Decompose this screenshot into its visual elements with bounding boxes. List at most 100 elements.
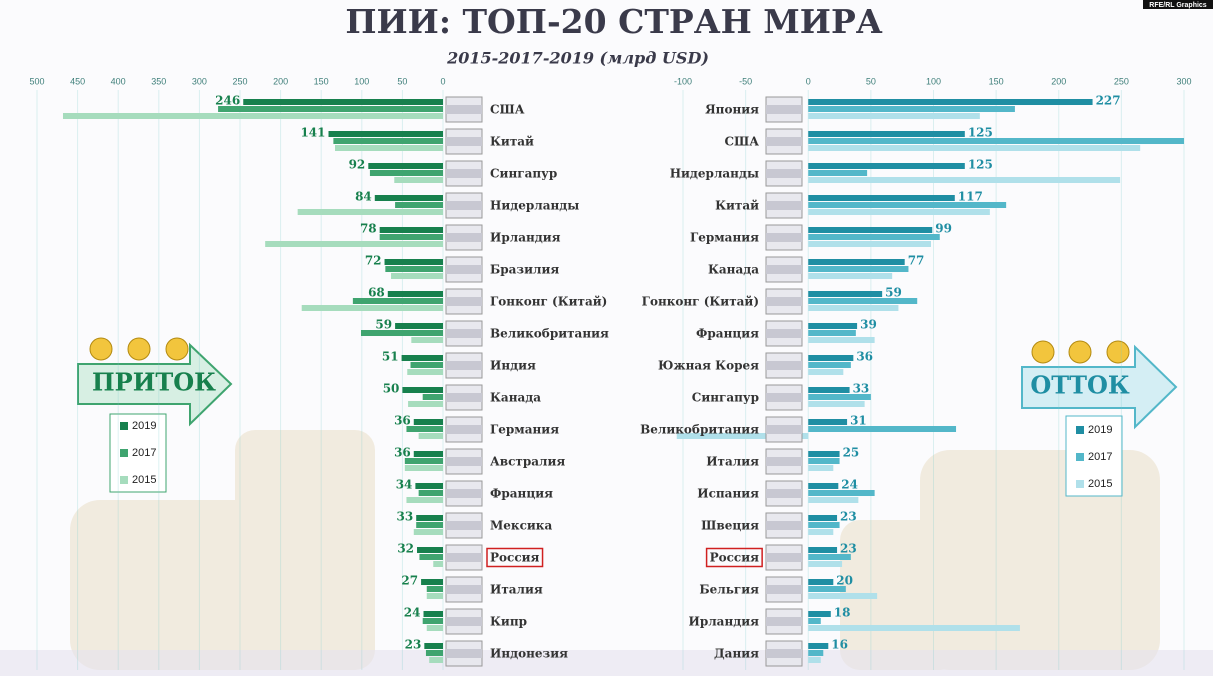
bar (421, 579, 443, 585)
bar (808, 209, 990, 215)
flag-band (446, 521, 482, 530)
flag-band (446, 329, 482, 338)
x-tick-label: -100 (674, 76, 692, 86)
bar (808, 625, 1020, 631)
value-label: 141 (300, 126, 325, 140)
footer-band (0, 650, 1213, 676)
flag-band (766, 201, 802, 210)
value-label: 25 (843, 446, 860, 460)
flag-band (766, 329, 802, 338)
value-label: 117 (958, 190, 983, 204)
x-tick-label: 100 (926, 76, 941, 86)
bar (422, 618, 443, 624)
bar (808, 643, 829, 649)
direction-label: ПРИТОК (92, 368, 216, 397)
bar (808, 273, 893, 279)
country-label: Россия (490, 551, 540, 565)
legend-label: 2017 (132, 447, 156, 459)
flag-band (446, 393, 482, 402)
country-label: Китай (490, 135, 534, 149)
bar (808, 426, 957, 432)
legend-swatch (120, 422, 128, 430)
country-label: Бразилия (490, 263, 559, 277)
country-label: Индонезия (490, 647, 568, 661)
bar (62, 113, 443, 119)
value-label: 77 (908, 254, 925, 268)
bar (301, 305, 443, 311)
flag-band (766, 265, 802, 274)
bar (808, 202, 1007, 208)
flag-band (766, 521, 802, 530)
bar (328, 131, 443, 137)
country-label: Швеция (701, 519, 759, 533)
bar (808, 650, 824, 656)
bar (808, 561, 843, 567)
value-label: 31 (850, 414, 867, 428)
x-tick-label: 0 (806, 76, 811, 86)
coins (89, 337, 1130, 364)
bar (387, 291, 443, 297)
country-label: Австралия (490, 455, 565, 469)
x-tick-label: 0 (440, 76, 445, 86)
bar (433, 561, 443, 567)
bar (808, 618, 821, 624)
bar (808, 611, 831, 617)
country-label: Сингапур (692, 391, 759, 405)
bar (808, 99, 1093, 105)
bar (808, 259, 905, 265)
x-tick-label: 150 (989, 76, 1004, 86)
bar (808, 657, 821, 663)
bar (429, 657, 443, 663)
bar (335, 145, 443, 151)
bar (395, 202, 443, 208)
country-label: Южная Корея (658, 359, 759, 373)
bar (416, 515, 443, 521)
value-label: 36 (856, 350, 873, 364)
value-label: 32 (397, 542, 414, 556)
bar (423, 611, 443, 617)
legend-box (1065, 415, 1123, 497)
bar (808, 330, 856, 336)
country-label: Россия (710, 551, 760, 565)
flag-band (766, 169, 802, 178)
country-label: Германия (490, 423, 559, 437)
bar (297, 209, 443, 215)
value-label: 36 (394, 414, 411, 428)
flag-band (766, 425, 802, 434)
country-label: Великобритания (490, 327, 609, 341)
legend-box (109, 413, 167, 493)
country-label: Италия (706, 455, 759, 469)
country-label: Германия (690, 231, 759, 245)
country-label: Бельгия (699, 583, 759, 597)
legend-swatch (120, 476, 128, 484)
bar (808, 401, 865, 407)
bar (808, 419, 848, 425)
value-label: 246 (215, 94, 240, 108)
bar (415, 483, 443, 489)
bar (395, 323, 443, 329)
bar (808, 515, 838, 521)
legend-label: 2015 (132, 474, 156, 486)
bar (808, 369, 844, 375)
bar (808, 298, 918, 304)
flag-band (446, 585, 482, 594)
bar (808, 529, 834, 535)
flag-band (446, 169, 482, 178)
bar (369, 170, 443, 176)
subtitle: 2015-2017-2019 (млрд USD) (446, 49, 709, 68)
flag-band (766, 585, 802, 594)
bar (404, 458, 443, 464)
country-label: Великобритания (640, 423, 759, 437)
country-label: Япония (705, 103, 759, 117)
flag-band (446, 553, 482, 562)
legend-label: 2015 (1088, 478, 1112, 490)
bar (808, 195, 955, 201)
flag-band (766, 489, 802, 498)
flag-band (766, 617, 802, 626)
flag-band (446, 105, 482, 114)
country-label: Мексика (490, 519, 552, 533)
legend-swatch (1076, 426, 1084, 434)
title: ПИИ: ТОП-20 СТРАН МИРА (345, 2, 882, 41)
bar (808, 355, 854, 361)
bar (676, 433, 809, 439)
